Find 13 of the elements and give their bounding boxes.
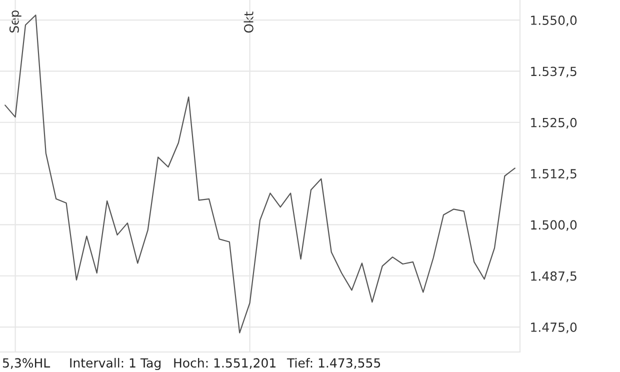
x-tick-label: Okt <box>244 12 254 33</box>
y-tick-label: 1.525,0 <box>531 118 577 129</box>
y-tick-label: 1.487,5 <box>531 271 576 282</box>
y-tick-label: 1.550,0 <box>531 16 577 26</box>
text: Tief: 1.473,555 <box>286 358 380 369</box>
text: 5,3%HL <box>2 358 50 369</box>
text: Intervall: 1 Tag <box>70 358 160 370</box>
y-tick-label: 1.537,5 <box>531 66 576 78</box>
y-tick-label: 1.475,0 <box>531 322 577 334</box>
text: Hoch: 1.551,201 <box>174 358 276 369</box>
x-tick-label: Sep <box>9 10 22 33</box>
y-tick-label: 1.500,0 <box>531 220 577 231</box>
y-tick-label: 1.512,5 <box>531 169 576 180</box>
